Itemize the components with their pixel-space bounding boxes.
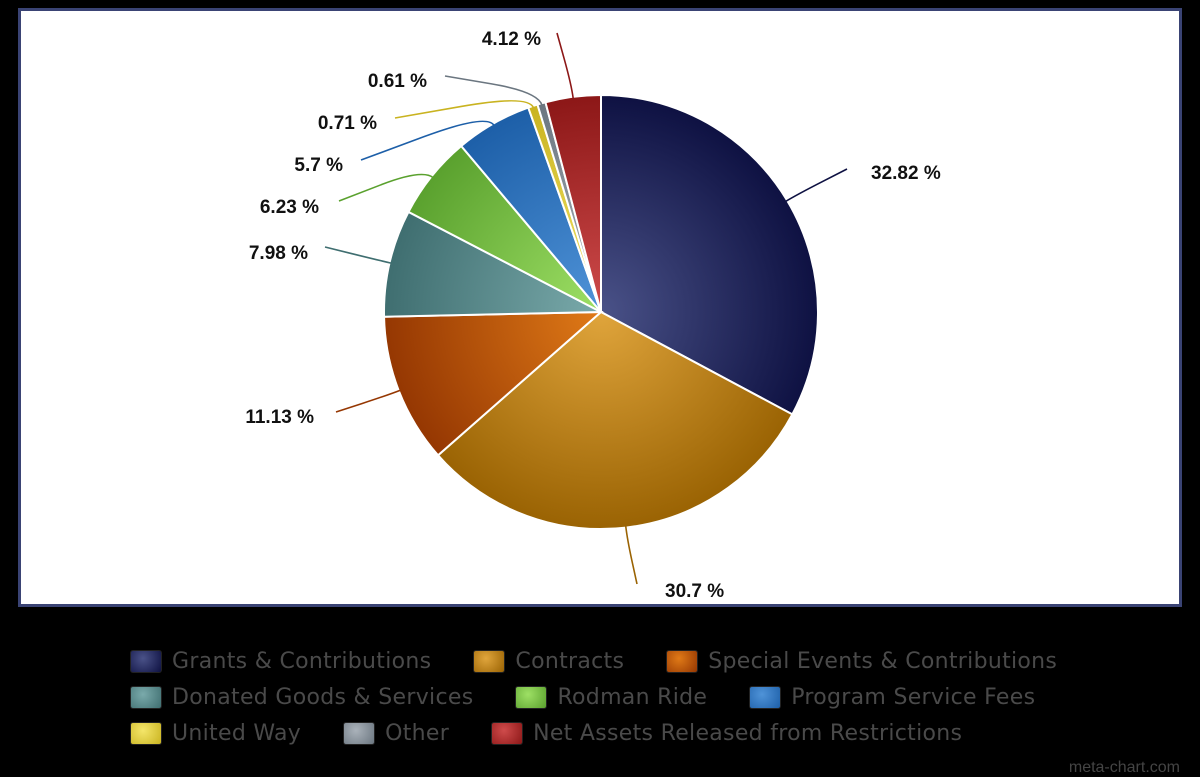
legend-label: Donated Goods & Services xyxy=(172,684,474,710)
legend-item-net-assets-released-from-restrictions[interactable]: Net Assets Released from Restrictions xyxy=(491,721,962,746)
label-connectors xyxy=(324,32,848,585)
legend-label: Grants & Contributions xyxy=(172,648,432,674)
legend-row: United Way Other Net Assets Released from … xyxy=(130,715,1090,751)
label-donated-goods-and-services: 7.98 % xyxy=(249,243,308,264)
legend-item-contracts[interactable]: Contracts xyxy=(473,649,624,674)
legend-row: Grants & Contributions Contracts Special E… xyxy=(130,643,1090,679)
legend-item-united-way[interactable]: United Way xyxy=(130,721,301,746)
label-rodman-ride: 6.23 % xyxy=(260,197,319,218)
legend-label: United Way xyxy=(172,720,302,746)
watermark: meta-chart.com xyxy=(1068,759,1180,776)
chart-area: 32.82 % 30.7 % 11.13 % 7.98 % 6.23 % 5.7 % 0.7… xyxy=(18,8,1182,607)
legend-swatch xyxy=(749,685,782,709)
legend-label: Contracts xyxy=(515,648,625,674)
legend: Grants & Contributions Contracts Special E… xyxy=(130,643,1090,751)
label-grants-and-contributions: 32.82 % xyxy=(871,163,941,184)
connector-contracts xyxy=(624,525,638,585)
legend-item-program-service-fees[interactable]: Program Service Fees xyxy=(749,685,1035,710)
connector-rodman-ride xyxy=(338,173,434,202)
label-net-assets-released-from-restrictions: 4.12 % xyxy=(482,29,541,50)
legend-swatch xyxy=(343,721,376,745)
legend-swatch xyxy=(130,721,162,745)
connector-grants-and-contributions xyxy=(785,168,848,203)
percentage-labels: 32.82 % 30.7 % 11.13 % 7.98 % 6.23 % 5.7 % 0.7… xyxy=(245,29,940,602)
legend-swatch xyxy=(130,649,162,673)
legend-swatch xyxy=(491,721,524,745)
connector-united-way xyxy=(394,100,535,119)
legend-item-special-events-and-contributions[interactable]: Special Events & Contributions xyxy=(666,649,1057,674)
legend-swatch xyxy=(130,685,162,709)
label-united-way: 0.71 % xyxy=(318,113,377,134)
legend-swatch xyxy=(515,685,548,709)
label-program-service-fees: 5.7 % xyxy=(294,155,343,176)
legend-label: Net Assets Released from Restrictions xyxy=(533,720,963,746)
connector-net-assets-released-from-restrictions xyxy=(556,32,575,99)
label-special-events-and-contributions: 11.13 % xyxy=(245,407,314,428)
legend-label: Rodman Ride xyxy=(557,684,708,710)
label-other: 0.61 % xyxy=(368,71,427,92)
pie-chart: 32.82 % 30.7 % 11.13 % 7.98 % 6.23 % 5.7 % 0.7… xyxy=(245,29,940,602)
legend-item-rodman-ride[interactable]: Rodman Ride xyxy=(515,685,707,710)
legend-item-other[interactable]: Other xyxy=(343,721,449,746)
legend-item-grants-and-contributions[interactable]: Grants & Contributions xyxy=(130,649,431,674)
connector-other xyxy=(444,75,543,106)
legend-label: Program Service Fees xyxy=(791,684,1036,710)
pie-slices xyxy=(383,93,819,530)
legend-item-donated-goods-and-services[interactable]: Donated Goods & Services xyxy=(130,685,473,710)
legend-label: Special Events & Contributions xyxy=(708,648,1058,674)
legend-row: Donated Goods & Services Rodman Ride Progr… xyxy=(130,679,1090,715)
label-contracts: 30.7 % xyxy=(665,581,724,602)
legend-swatch xyxy=(666,649,699,673)
connector-program-service-fees xyxy=(360,120,495,161)
connector-special-events-and-contributions xyxy=(335,389,401,413)
legend-swatch xyxy=(473,649,506,673)
legend-label: Other xyxy=(385,720,450,746)
connector-donated-goods-and-services xyxy=(324,246,392,265)
